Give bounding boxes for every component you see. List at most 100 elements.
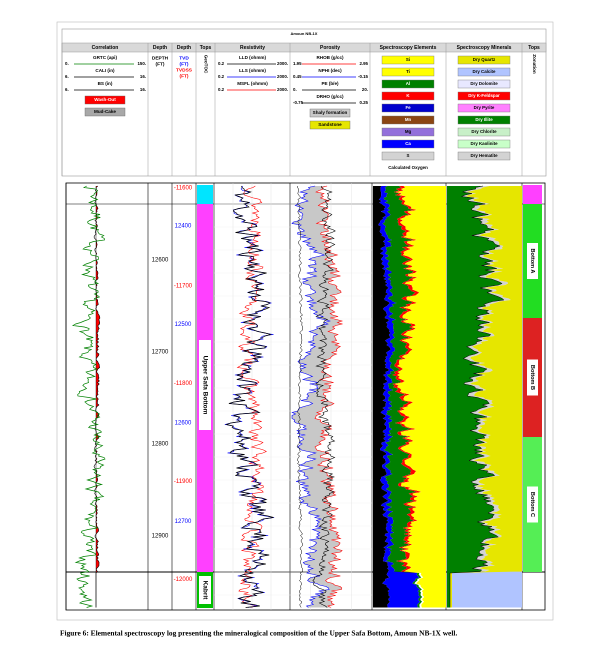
- legend-label: Ca: [405, 141, 411, 146]
- tvdss-label: -11900: [174, 479, 193, 485]
- column-title: Correlation: [92, 45, 119, 51]
- shale-fill: [292, 186, 343, 608]
- scale-right: 16.: [140, 74, 146, 79]
- legend-box: [381, 151, 435, 161]
- legend-label: Dry Dolomite: [470, 81, 498, 86]
- top-label: Upper Safa Bottom: [201, 356, 208, 415]
- scale-right: -0.15: [358, 74, 369, 79]
- legend-label: Si: [406, 57, 410, 62]
- vertical-text: Zonation: [532, 54, 537, 74]
- element-area: [394, 186, 446, 608]
- scale-right: 20.: [362, 87, 368, 92]
- legend-label: Al: [406, 81, 410, 86]
- legend-box: [457, 127, 511, 137]
- fill-name: Sandstone: [318, 122, 342, 127]
- curve-name: BS (in): [98, 81, 113, 86]
- zone-label-bg: [527, 243, 538, 279]
- scale-right: 2000.: [277, 74, 288, 79]
- zone-label-bg: [527, 359, 538, 396]
- tvdss-label: -11700: [174, 283, 193, 289]
- scale-left: 0.45: [293, 74, 302, 79]
- zone-band: [523, 185, 542, 204]
- element-area: [392, 186, 423, 608]
- column-text: (FT): [155, 61, 164, 67]
- md-label: 12600: [152, 258, 169, 264]
- md-label: 12900: [152, 534, 169, 540]
- legend-box: [457, 103, 511, 113]
- scale-left: 6.: [65, 74, 69, 79]
- fill-name: Mud-Cake: [94, 109, 116, 114]
- curve-name: LLS (ohmm): [239, 68, 266, 73]
- scale-right: 2.95: [359, 61, 368, 66]
- legend-box: [381, 115, 435, 125]
- legend-label: K: [406, 93, 410, 98]
- scale-left: 0.: [65, 61, 69, 66]
- legend-box: [457, 67, 511, 77]
- legend-label: Dry Quartz: [473, 57, 496, 62]
- column-title: Porosity: [320, 45, 340, 51]
- legend-label: Dry Hematite: [470, 153, 498, 158]
- curve-name: RHOB (g/cc): [316, 55, 344, 60]
- scale-left: -0.75: [293, 100, 304, 105]
- scale-left: 0.2: [218, 87, 225, 92]
- scale-left: 0.2: [218, 61, 225, 66]
- legend-box: [381, 103, 435, 113]
- element-area: [378, 186, 421, 608]
- legend-label: Dry Chlorite: [471, 129, 497, 134]
- element-area: [373, 186, 391, 608]
- vertical-text: GeoTOC: [203, 55, 208, 74]
- legend-label: Dry Kaolinite: [470, 141, 498, 146]
- fill-swatch: [84, 107, 126, 117]
- legend-box: [457, 79, 511, 89]
- column-text: (FT): [179, 61, 188, 67]
- tvd-label: 12600: [175, 421, 192, 427]
- tvdss-label: -11800: [174, 381, 193, 387]
- legend-box: [381, 139, 435, 149]
- column-text: TVDSS: [176, 67, 193, 73]
- zone-label: Bottom A: [529, 249, 535, 274]
- top-band: [197, 185, 213, 204]
- tvdss-label: -11600: [174, 186, 193, 192]
- tvd-label: 12500: [175, 322, 192, 328]
- md-label: 12700: [152, 350, 169, 356]
- gr-curve: [71, 185, 106, 608]
- lld-curve: [225, 185, 274, 608]
- fill-swatch: [84, 95, 126, 105]
- nphi-curve: [291, 185, 331, 608]
- column-title: Depth: [153, 45, 167, 51]
- column-text: (FT): [179, 73, 188, 79]
- column-title: Spectroscopy Elements: [380, 45, 437, 51]
- header-panel: [61, 28, 547, 177]
- curve-name: NPHI (dec): [318, 68, 342, 73]
- legend-label: Dry Calcite: [473, 69, 496, 74]
- rhob-curve: [314, 185, 344, 608]
- legend-note: Calculated Oxygen: [388, 165, 428, 170]
- fill-swatch: [309, 120, 351, 130]
- legend-label: S: [407, 153, 410, 158]
- legend-box: [381, 79, 435, 89]
- scale-right: 150.: [137, 61, 146, 66]
- legend-label: Fe: [405, 105, 411, 110]
- md-label: 12800: [152, 442, 169, 448]
- zone-label: Bottom B: [529, 365, 535, 390]
- zone-label: Bottom C: [529, 492, 535, 517]
- scale-right: 16.: [140, 87, 146, 92]
- legend-label: Ti: [406, 69, 410, 74]
- column-title: Spectroscopy Minerals: [457, 45, 512, 51]
- column-title: Resistivity: [240, 45, 265, 51]
- tvdss-label: -12000: [174, 577, 193, 583]
- drho-curve: [296, 185, 304, 608]
- legend-label: Dry Illite: [475, 117, 493, 122]
- top-label-bg: [199, 340, 211, 430]
- fill-name: Shaly formation: [313, 110, 348, 115]
- legend-label: Mn: [405, 117, 412, 122]
- column-title: Depth: [177, 45, 191, 51]
- column-title: Tops: [200, 45, 212, 51]
- curve-name: DRHO (g/cc): [316, 94, 344, 99]
- column-text: TVD: [179, 55, 189, 61]
- legend-label: Dry Pyrite: [474, 105, 495, 110]
- top-label: Kabrit: [201, 581, 208, 601]
- curve-name: MSFL (ohmm): [237, 81, 268, 86]
- legend-box: [457, 55, 511, 65]
